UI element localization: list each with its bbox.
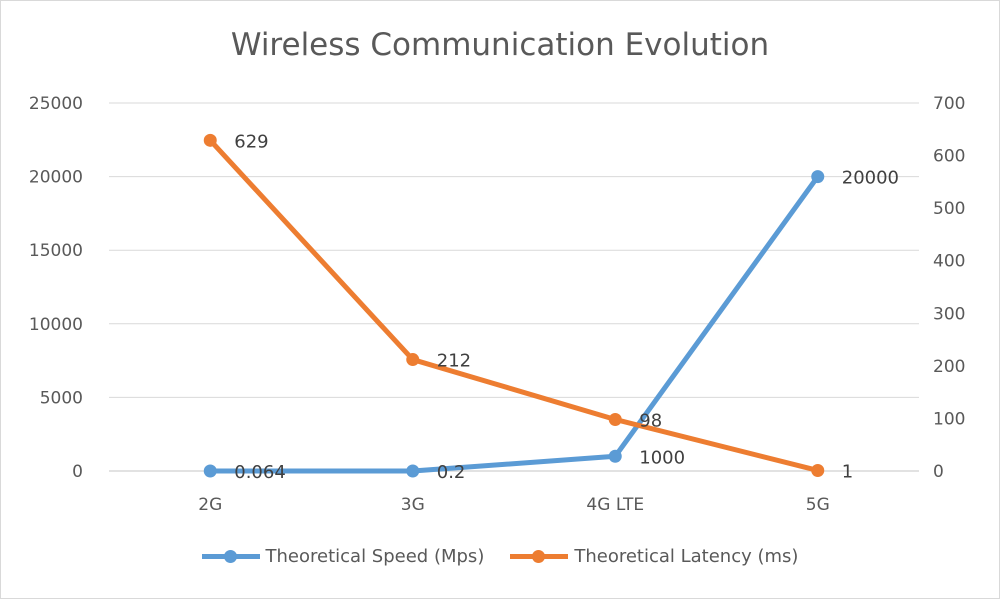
series-line-speed [207,174,821,474]
data-point-latency [406,353,420,367]
data-point-latency [811,463,825,477]
data-label-latency: 629 [234,131,268,152]
y-right-tick-label: 200 [933,357,965,377]
legend-item-speed: Theoretical Speed (Mps) [201,546,485,567]
chart-title: Wireless Communication Evolution [230,27,770,63]
y-right-tick-label: 500 [933,199,965,219]
data-point-speed [608,449,622,463]
data-label-latency: 212 [437,351,471,372]
y-right-tick-label: 700 [933,94,965,114]
legend: Theoretical Speed (Mps) Theoretical Late… [1,546,999,567]
x-tick-label: 5G [806,495,830,515]
legend-item-latency: Theoretical Latency (ms) [510,546,798,567]
data-point-latency [203,133,217,147]
data-label-latency: 1 [842,461,853,482]
y-left-tick-label: 10000 [29,315,83,335]
data-label-speed: 0.064 [234,462,286,483]
legend-swatch-speed [201,550,260,563]
data-point-speed [203,464,217,478]
y-right-tick-label: 100 [933,409,965,429]
x-tick-label: 2G [198,495,222,515]
y-right-tick-label: 300 [933,304,965,324]
legend-label-latency: Theoretical Latency (ms) [574,546,799,567]
x-tick-label: 3G [401,495,425,515]
data-point-latency [608,412,622,426]
y-right-tick-label: 0 [933,462,944,482]
data-label-speed: 0.2 [437,462,466,483]
y-left-tick-label: 5000 [40,388,83,408]
y-left-tick-label: 15000 [29,241,83,261]
y-left-tick-label: 25000 [29,94,83,114]
y-right-tick-label: 400 [933,252,965,272]
data-label-speed: 1000 [639,447,685,468]
y-left-tick-label: 20000 [29,168,83,188]
legend-label-speed: Theoretical Speed (Mps) [265,546,485,567]
data-label-speed: 20000 [842,168,899,189]
y-right-tick-label: 600 [933,147,965,167]
y-left-tick-label: 0 [72,462,83,482]
data-point-speed [811,170,825,184]
series-line-latency [207,137,821,473]
legend-swatch-latency [510,550,569,563]
data-label-latency: 98 [639,410,662,431]
x-tick-label: 4G LTE [586,495,644,515]
data-point-speed [406,464,420,478]
